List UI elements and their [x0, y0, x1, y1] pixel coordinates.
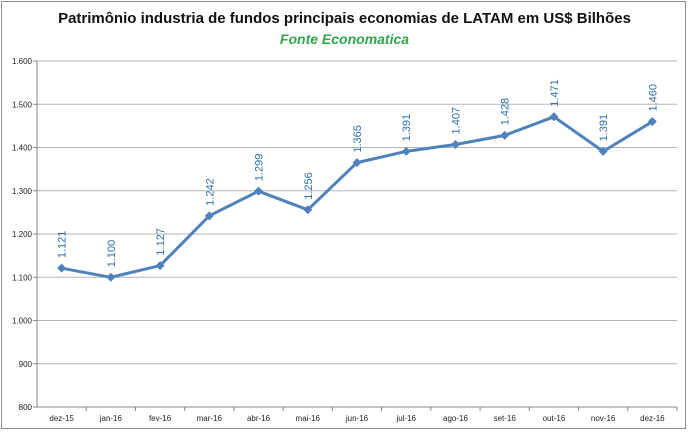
- x-tick-label: abr-16: [247, 414, 271, 423]
- x-tick-label: dez-16: [640, 414, 665, 423]
- data-point: [155, 261, 165, 271]
- y-tick-label: 800: [19, 403, 33, 412]
- data-point: [57, 263, 67, 273]
- gridlines: [37, 60, 677, 365]
- data-label: 1.391: [401, 114, 413, 142]
- data-label: 1.100: [106, 240, 118, 268]
- data-point: [254, 186, 264, 196]
- data-label: 1.471: [549, 79, 561, 107]
- y-tick-label: 1.300: [12, 187, 33, 196]
- data-label: 1.121: [57, 231, 69, 259]
- x-tick-label: set-16: [494, 414, 517, 423]
- x-tick-label: jul-16: [395, 414, 416, 423]
- chart-subtitle: Fonte Economatica: [279, 31, 410, 47]
- y-tick-label: 1.400: [12, 144, 33, 153]
- data-point: [106, 272, 116, 282]
- data-point: [500, 130, 510, 140]
- x-tick-label: nov-16: [591, 414, 616, 423]
- x-axis-ticks: dez-15 jan-16 fev-16 mar-16 abr-16 mai-16 jun-…: [49, 407, 678, 423]
- data-label: 1.407: [450, 107, 462, 135]
- data-label-group: 1.121 1.100 1.127 1.242 1.299 1.256 1.365 1.391…: [57, 79, 660, 267]
- data-label: 1.256: [303, 172, 315, 200]
- data-label: 1.299: [254, 154, 266, 182]
- x-tick-label: out-16: [543, 414, 566, 423]
- data-point: [352, 158, 362, 168]
- y-tick-label: 900: [19, 360, 33, 369]
- data-point: [303, 205, 313, 215]
- data-label: 1.242: [204, 178, 216, 206]
- x-tick-label: mai-16: [296, 414, 321, 423]
- y-tick-label: 1.100: [12, 273, 33, 282]
- data-label: 1.127: [155, 228, 167, 256]
- x-tick-label: fev-16: [149, 414, 172, 423]
- data-point: [450, 139, 460, 149]
- y-tick-label: 1.000: [12, 317, 33, 326]
- y-tick-label: 1.500: [12, 100, 33, 109]
- y-tick-label: 1.200: [12, 230, 33, 239]
- y-tick-label: 1.600: [12, 57, 33, 66]
- data-point: [549, 112, 559, 122]
- chart-title: Patrimônio industria de fundos principai…: [58, 10, 631, 27]
- x-tick-label: ago-16: [443, 414, 468, 423]
- data-label: 1.460: [647, 84, 659, 112]
- axes: [36, 61, 677, 408]
- y-axis-ticks: 800 900 1.000 1.100 1.200 1.300 1.400 1.500 1.60…: [12, 57, 37, 412]
- x-tick-label: dez-15: [49, 414, 74, 423]
- marker-group: [57, 112, 657, 282]
- x-tick-label: jan-16: [99, 414, 123, 423]
- x-tick-label: mar-16: [197, 414, 223, 423]
- x-tick-label: jun-16: [345, 414, 369, 423]
- data-point: [598, 146, 608, 156]
- data-label: 1.428: [500, 98, 512, 126]
- data-point: [204, 211, 214, 221]
- data-label: 1.391: [598, 114, 610, 142]
- data-point: [401, 146, 411, 156]
- data-point: [647, 117, 657, 127]
- data-label: 1.365: [352, 125, 364, 153]
